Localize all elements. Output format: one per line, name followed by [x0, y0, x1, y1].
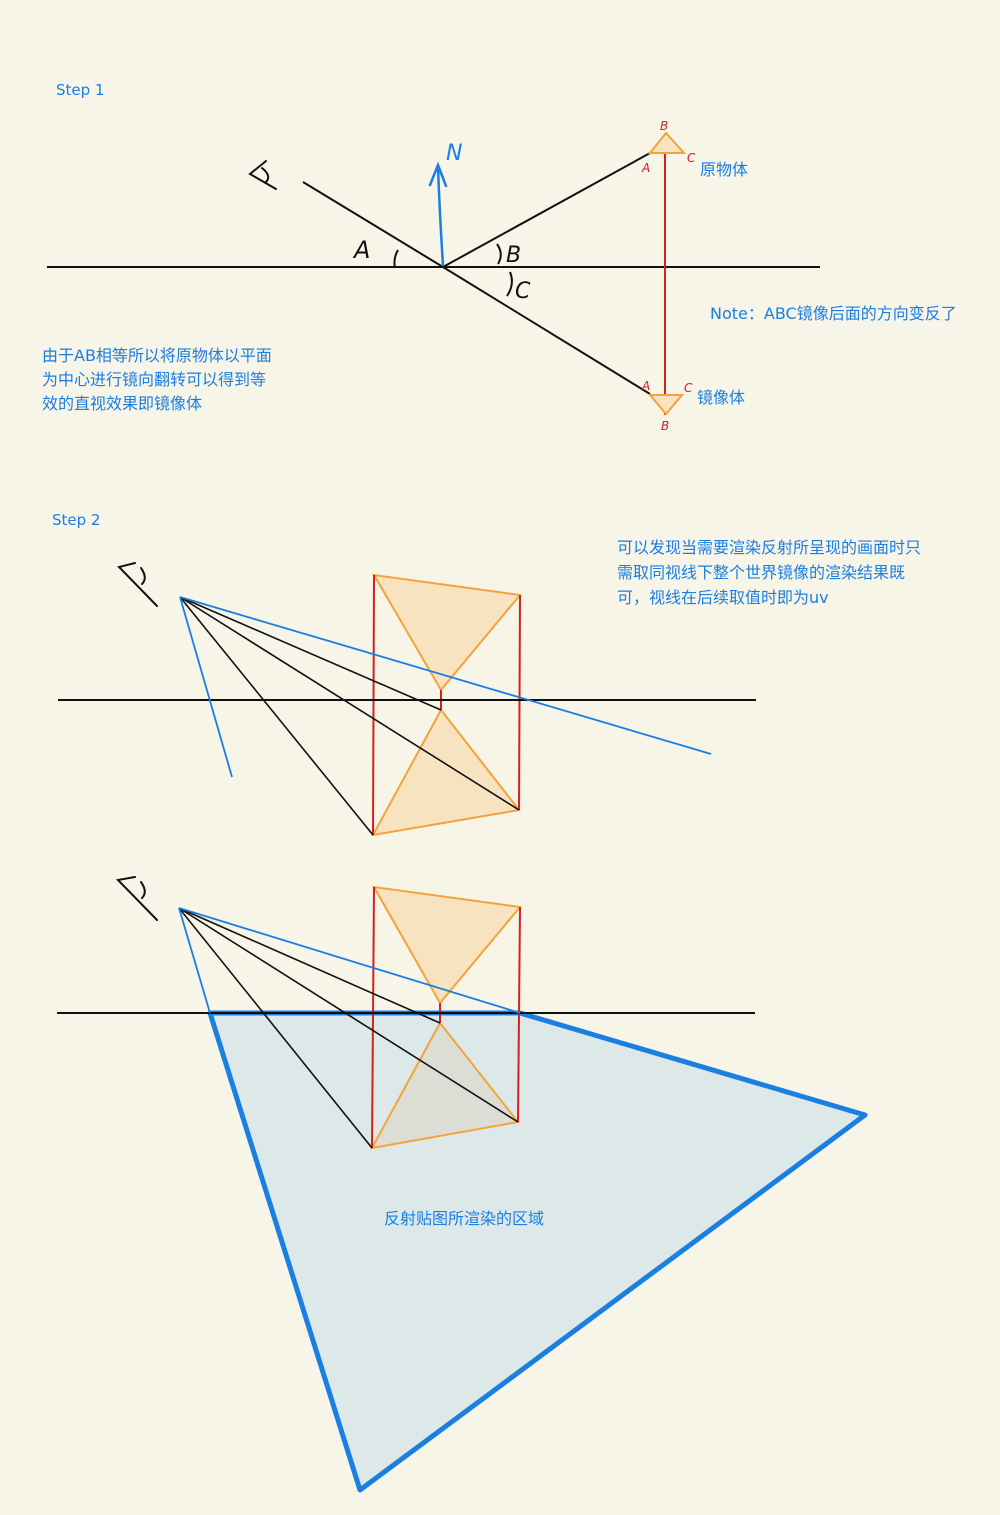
- incident-ray: [302, 181, 444, 268]
- step1-explanation-line-2: 为中心进行镜向翻转可以得到等: [42, 370, 266, 389]
- sight-line: [178, 907, 441, 1024]
- step1-section: Step 1 N A B C B A C 原物: [42, 81, 957, 433]
- normal-label: N: [446, 141, 462, 166]
- sight-line: [178, 907, 519, 1123]
- sight-line: [179, 596, 442, 711]
- sight-line: [179, 596, 520, 811]
- original-vertex-c: C: [687, 151, 696, 165]
- view-frustum-edge: [178, 907, 521, 1014]
- step2-section: Step 2 可以发现当需要渲染反射所呈现的画面时只 需取同视线下整个世界镜像的…: [52, 511, 921, 837]
- step2-heading: Step 2: [52, 511, 100, 529]
- region-label: 反射贴图所渲染的区域: [384, 1209, 544, 1228]
- mirror-vertex-c: C: [684, 381, 693, 395]
- virtual-ray: [442, 266, 651, 395]
- view-frustum-edge: [179, 596, 712, 755]
- step2-explanation-line-2: 需取同视线下整个世界镜像的渲染结果既: [617, 563, 905, 582]
- view-frustum-edge: [179, 596, 233, 778]
- mirror-vertex-a: A: [641, 379, 650, 393]
- mirror-object-label: 镜像体: [697, 388, 745, 407]
- mirror-vertex-b: B: [661, 419, 669, 433]
- angle-b-arc: [496, 243, 502, 265]
- red-link-right: [517, 906, 521, 1123]
- step1-explanation-line-1: 由于AB相等所以将原物体以平面: [42, 346, 272, 365]
- original-object-label: 原物体: [700, 160, 748, 179]
- sight-line: [178, 907, 373, 1149]
- original-vertex-a: A: [641, 161, 650, 175]
- original-hourglass-top: [372, 885, 522, 1005]
- step1-explanation-line-3: 效的直视效果即镜像体: [42, 394, 202, 413]
- red-link-left: [372, 574, 375, 836]
- eye-icon: [248, 160, 277, 190]
- reflection-map-region: [207, 1010, 868, 1493]
- angle-b-label: B: [506, 243, 521, 268]
- direction-note: Note：ABC镜像后面的方向变反了: [710, 304, 957, 323]
- original-vertex-b: B: [660, 119, 668, 133]
- red-link-left: [371, 886, 375, 1149]
- step1-heading: Step 1: [56, 81, 104, 99]
- eye-icon: [115, 876, 158, 921]
- reflected-ray: [442, 152, 651, 268]
- angle-c-label: C: [515, 279, 531, 304]
- mirror-hourglass-bottom: [371, 708, 521, 837]
- angle-c-arc: [506, 271, 513, 297]
- mirror-hourglass-bottom: [370, 1021, 520, 1150]
- normal-arrow: [428, 161, 448, 267]
- angle-a-label: A: [352, 236, 370, 264]
- original-hourglass-top: [372, 573, 522, 692]
- sight-line: [179, 596, 374, 836]
- mirror-object-triangle: [647, 394, 685, 416]
- step2-region-section: 反射贴图所渲染的区域: [57, 876, 868, 1493]
- red-link-right: [518, 594, 521, 811]
- view-frustum-edge: [178, 907, 211, 1014]
- step2-explanation-line-1: 可以发现当需要渲染反射所呈现的画面时只: [617, 538, 921, 557]
- original-object-triangle: [647, 131, 687, 154]
- step2-explanation-line-3: 可，视线在后续取值时即为uv: [617, 588, 829, 607]
- angle-a-arc: [393, 249, 399, 269]
- eye-icon: [117, 562, 158, 607]
